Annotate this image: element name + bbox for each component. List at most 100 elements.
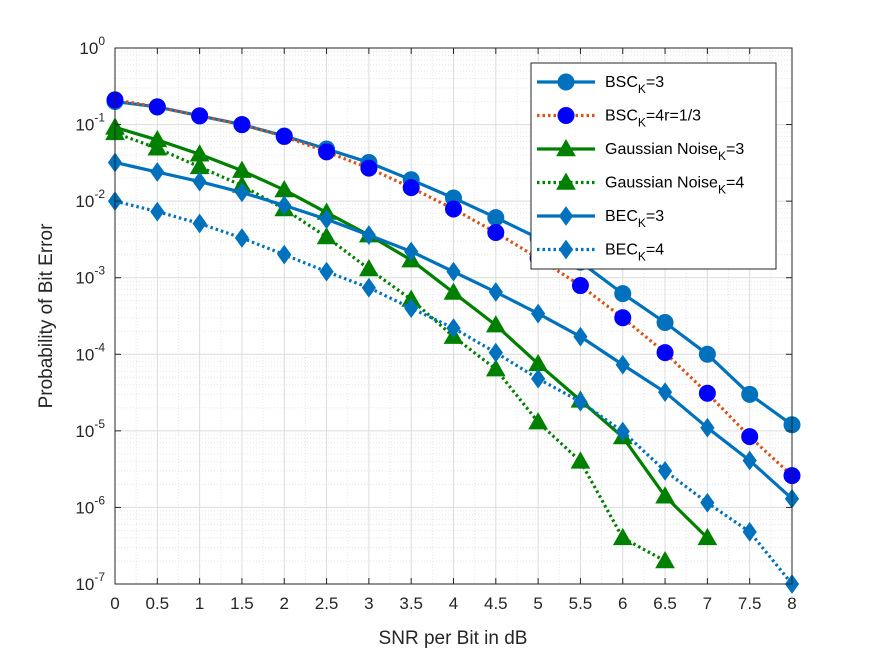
legend: BSCK=3 BSCK=4r=1/3 Gaussian NoiseK=3 Gaussi… <box>530 62 777 270</box>
x-tick-label: 6 <box>618 594 627 613</box>
y-tick-labels: 100 10-1 10-2 10-3 10-4 10-5 10-6 10-7 <box>75 34 105 594</box>
data-point <box>657 382 673 403</box>
x-tick-label: 1.5 <box>230 594 254 613</box>
data-point <box>615 421 630 442</box>
x-tick-label: 7 <box>703 594 712 613</box>
legend-box <box>530 62 777 270</box>
data-point <box>570 451 591 469</box>
x-tick-label: 1 <box>195 594 204 613</box>
data-point <box>556 172 576 190</box>
data-point <box>277 195 292 216</box>
legend-label: BSCK=3 <box>605 74 664 96</box>
data-point <box>531 303 546 324</box>
legend-label: Gaussian NoiseK=3 <box>605 141 744 163</box>
x-tick-label: 7.5 <box>738 594 762 613</box>
legend-item: Gaussian NoiseK=3 <box>537 138 744 163</box>
data-point <box>657 461 673 481</box>
data-point <box>656 314 674 332</box>
data-point <box>697 527 718 546</box>
data-point <box>446 318 461 338</box>
data-point <box>557 107 575 124</box>
y-tick-label: 10-5 <box>75 417 105 441</box>
x-tick-label: 5.5 <box>569 594 593 613</box>
legend-item: BECK=3 <box>537 206 664 230</box>
data-point <box>528 412 548 430</box>
data-point <box>615 354 630 375</box>
data-point <box>573 391 588 412</box>
y-tick-label: 10-6 <box>75 493 105 517</box>
x-tick-label: 5 <box>533 594 542 613</box>
data-point <box>488 282 503 302</box>
data-point <box>318 143 336 161</box>
data-point <box>558 239 574 260</box>
y-tick-label: 10-7 <box>75 570 105 594</box>
y-tick-label: 10-2 <box>75 187 105 211</box>
x-tick-label: 2 <box>280 594 289 613</box>
data-point <box>485 315 506 333</box>
data-point <box>150 201 165 222</box>
data-point <box>360 159 378 177</box>
x-tick-label: 6.5 <box>653 594 677 613</box>
x-tick-label: 0 <box>110 594 119 613</box>
data-point <box>656 344 674 362</box>
data-point <box>614 309 632 327</box>
data-point <box>655 550 675 569</box>
legend-label: BECK=3 <box>605 208 664 230</box>
series-6 <box>107 191 800 594</box>
legend-label: BSCK=4r=1/3 <box>605 108 701 130</box>
data-point <box>147 138 168 156</box>
data-point <box>698 345 716 363</box>
x-tick-label: 3 <box>364 594 373 613</box>
data-point <box>557 73 575 91</box>
data-point <box>742 450 757 471</box>
data-point <box>443 282 464 300</box>
axes <box>114 47 793 585</box>
data-point <box>487 209 505 227</box>
data-point <box>319 209 334 230</box>
x-tick-label: 0.5 <box>145 594 169 613</box>
data-point <box>485 359 506 377</box>
data-point <box>556 138 576 157</box>
y-tick-label: 10-1 <box>75 111 105 135</box>
data-point <box>150 162 165 182</box>
data-point <box>361 225 376 245</box>
y-tick-label: 10-4 <box>75 340 105 364</box>
data-point <box>573 326 588 347</box>
data-point <box>233 116 251 134</box>
y-tick-label: 100 <box>79 34 105 58</box>
legend-item: BSCK=3 <box>537 73 664 96</box>
data-point <box>402 179 420 197</box>
data-point <box>741 428 759 446</box>
series-5 <box>107 152 800 509</box>
data-point <box>316 227 337 245</box>
data-point <box>277 244 292 265</box>
y-axis-label: Probability of Bit Error <box>36 223 57 408</box>
data-point <box>359 258 379 277</box>
data-point <box>234 182 250 203</box>
data-point <box>487 223 505 241</box>
data-point <box>319 261 334 282</box>
x-tick-label: 4.5 <box>484 594 508 613</box>
data-point <box>404 298 419 319</box>
x-axis-label: SNR per Bit in dB <box>379 628 528 649</box>
data-point <box>700 417 715 438</box>
data-point <box>192 213 207 234</box>
x-tick-label: 2.5 <box>315 594 339 613</box>
series-4 <box>105 122 675 569</box>
data-point <box>741 385 759 403</box>
x-tick-label: 8 <box>787 594 796 613</box>
x-tick-label: 3.5 <box>399 594 423 613</box>
data-point <box>404 241 419 262</box>
data-point <box>614 285 632 303</box>
legend-item: Gaussian NoiseK=4 <box>537 172 744 197</box>
data-point <box>445 200 462 218</box>
data-point <box>612 527 633 546</box>
data-point <box>742 521 757 542</box>
legend-label: Gaussian NoiseK=4 <box>605 175 744 197</box>
data-point <box>655 486 675 504</box>
legend-label: BECK=4 <box>605 242 664 264</box>
data-point <box>191 107 209 125</box>
data-point <box>446 261 461 282</box>
data-point <box>361 277 376 298</box>
